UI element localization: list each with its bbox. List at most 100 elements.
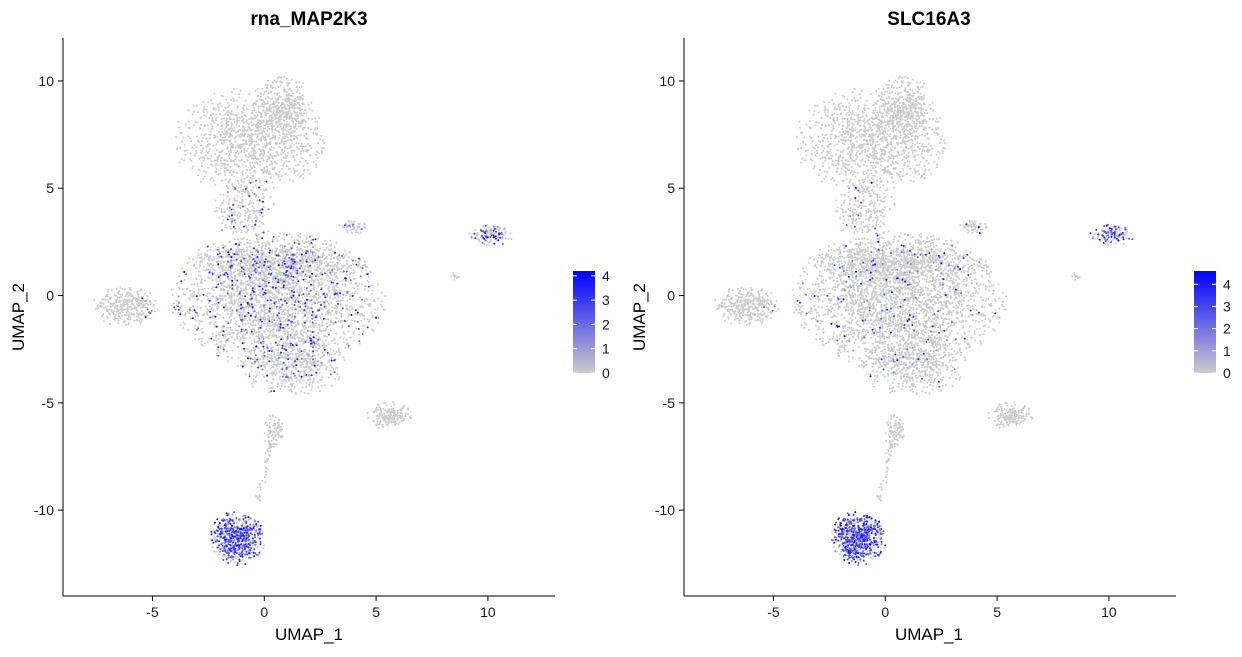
cell-point <box>220 117 223 120</box>
cell-point <box>205 115 208 118</box>
cell-point <box>247 133 250 136</box>
cell-point <box>326 269 329 271</box>
cell-point <box>341 280 344 283</box>
cell-point <box>340 303 342 306</box>
cell-point <box>266 344 269 347</box>
cell-point <box>258 138 261 141</box>
cell-point <box>307 379 310 382</box>
cell-point <box>244 286 247 289</box>
cell-point <box>266 369 269 372</box>
cell-point <box>211 303 214 306</box>
cell-point <box>215 210 218 212</box>
cell-point <box>244 172 247 174</box>
cell-point <box>303 371 306 374</box>
cell-point <box>205 171 207 174</box>
cell-point <box>301 261 304 264</box>
cell-point <box>235 335 238 338</box>
cell-point <box>259 311 262 314</box>
cell-point <box>200 162 203 165</box>
cell-point <box>264 83 267 86</box>
cell-point <box>324 339 327 342</box>
cell-point <box>250 261 253 264</box>
cell-point <box>179 306 181 309</box>
cell-point <box>154 300 157 302</box>
cell-point <box>323 249 326 251</box>
cell-point <box>259 358 262 361</box>
cell-point <box>102 302 105 305</box>
cell-point <box>254 222 257 224</box>
cell-point <box>297 115 300 118</box>
cell-point <box>246 260 249 263</box>
cell-point <box>320 329 323 332</box>
cell-point <box>262 135 265 137</box>
cell-point <box>230 295 233 298</box>
cell-point <box>232 118 235 121</box>
cell-point <box>308 244 311 247</box>
cell-point <box>282 342 285 345</box>
cell-point <box>286 133 288 136</box>
cell-point <box>254 232 257 235</box>
cell-point <box>348 265 350 268</box>
cell-point <box>369 284 372 287</box>
cell-point <box>290 139 293 142</box>
cell-point <box>324 278 327 281</box>
cell-point <box>212 264 215 267</box>
cell-point <box>308 300 311 303</box>
cell-point <box>316 249 319 252</box>
cell-point <box>307 266 310 269</box>
cell-point <box>235 250 238 253</box>
cell-point <box>297 339 300 342</box>
cell-point <box>214 119 217 122</box>
cell-point <box>276 275 279 278</box>
cell-point <box>237 187 240 190</box>
cell-point <box>244 189 247 192</box>
cell-point <box>340 305 342 308</box>
cell-point <box>211 164 214 167</box>
cell-point <box>283 149 286 152</box>
cell-point <box>182 136 185 139</box>
cell-point <box>200 337 203 340</box>
cell-point <box>290 364 293 366</box>
cell-point <box>260 336 263 339</box>
cell-point <box>178 275 181 277</box>
cell-point <box>189 137 192 140</box>
cell-point <box>233 120 236 123</box>
cell-point <box>225 153 228 155</box>
cell-point <box>194 333 197 336</box>
cell-point <box>268 247 271 250</box>
cell-point <box>302 127 305 129</box>
cell-point <box>188 289 191 292</box>
cell-point <box>217 109 220 112</box>
cell-point <box>270 124 273 127</box>
cell-point <box>267 387 270 390</box>
cell-point <box>254 341 256 343</box>
cell-point <box>266 84 269 87</box>
cell-point <box>327 311 330 314</box>
cell-point <box>320 281 323 284</box>
cell-point <box>328 248 330 251</box>
cell-point <box>254 348 256 351</box>
cell-point <box>197 270 200 273</box>
cell-point <box>291 385 294 388</box>
cell-point <box>241 323 244 326</box>
cell-point <box>220 210 223 213</box>
cell-point <box>251 327 254 330</box>
cell-point <box>284 278 287 281</box>
cell-point <box>225 263 228 266</box>
cell-point <box>220 208 223 211</box>
cell-point <box>191 146 194 149</box>
cell-point <box>315 337 318 340</box>
cell-point <box>253 114 256 117</box>
cell-point <box>265 144 268 147</box>
cell-point <box>319 295 322 298</box>
cell-point <box>223 269 226 272</box>
cell-point <box>219 297 222 300</box>
cell-point <box>233 299 236 302</box>
cell-point <box>300 85 303 88</box>
cell-point <box>222 219 225 222</box>
cell-point <box>342 296 344 299</box>
cell-point <box>243 129 246 132</box>
cell-point <box>109 305 112 308</box>
cell-point <box>296 291 299 293</box>
cell-point <box>330 369 332 372</box>
